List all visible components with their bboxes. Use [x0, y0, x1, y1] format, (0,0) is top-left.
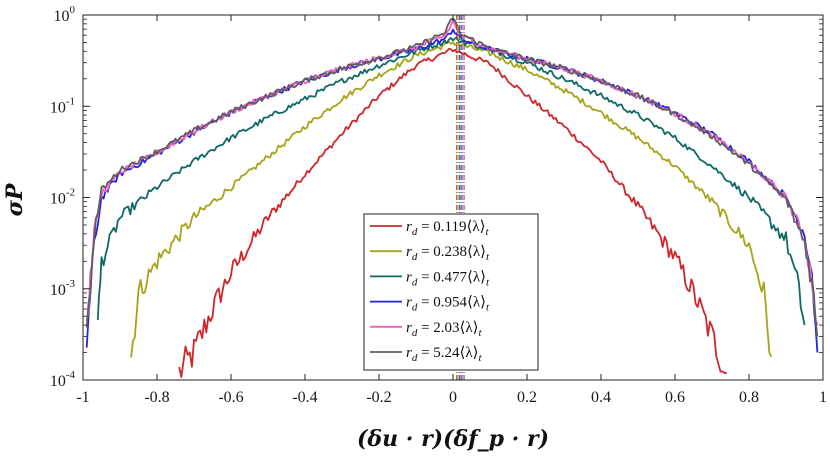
legend-entry: rd = 5.24⟨λ⟩t [406, 345, 483, 364]
series-line [178, 48, 727, 378]
x-tick-label: -0.6 [218, 389, 243, 406]
legend-entry: rd = 0.119⟨λ⟩t [406, 219, 489, 238]
x-tick-label: 0 [449, 389, 457, 406]
x-axis-label: (δu · r)(δf_p · r) [357, 426, 549, 452]
x-tick-label: 0.8 [739, 389, 759, 406]
x-tick-label: -0.2 [366, 389, 391, 406]
x-tick-label: 0.6 [665, 389, 685, 406]
series-line [96, 36, 806, 326]
x-tick-label: -0.4 [292, 389, 317, 406]
axis-ticks: -1 -0.8 -0.6 -0.4 -0.2 0 0.2 0.4 0.6 0.8 1 10-4 10-3… [50, 4, 827, 406]
legend-entry: rd = 0.238⟨λ⟩t [406, 244, 490, 263]
legend-entry: rd = 2.03⟨λ⟩t [406, 320, 483, 339]
x-tick-label: 0.4 [591, 389, 611, 406]
y-tick-label: 10-3 [50, 278, 76, 299]
y-tick-label: 10-4 [50, 369, 76, 390]
series-layer [85, 17, 819, 378]
legend-box [363, 213, 539, 371]
x-tick-label: 1 [819, 389, 827, 406]
y-tick-label: 100 [54, 4, 76, 25]
x-tick-label: 0.2 [517, 389, 537, 406]
x-tick-label: -0.8 [144, 389, 169, 406]
legend: rd = 0.119⟨λ⟩t rd = 0.238⟨λ⟩t rd = 0.477⟨λ… [363, 213, 539, 371]
x-tick-label: -1 [76, 389, 89, 406]
y-axis-label: σP [2, 182, 28, 216]
series-line [130, 41, 773, 358]
legend-entry: rd = 0.477⟨λ⟩t [406, 269, 490, 288]
legend-entry: rd = 0.954⟨λ⟩t [406, 295, 490, 314]
y-tick-label: 10-2 [50, 187, 75, 208]
y-tick-label: 10-1 [50, 95, 75, 116]
series-line [85, 17, 819, 337]
